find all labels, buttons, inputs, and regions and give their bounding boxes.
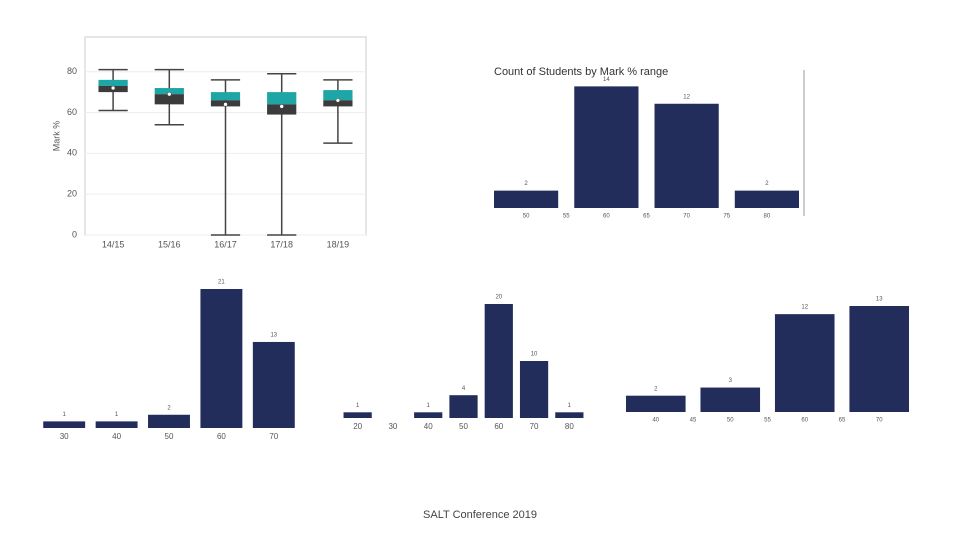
bar (200, 289, 243, 428)
value-label: 14 (603, 77, 610, 83)
x-tick-label: 65 (643, 214, 650, 220)
value-label: 12 (683, 94, 690, 100)
x-tick-label: 45 (690, 418, 697, 424)
bar (626, 395, 686, 412)
bar (734, 190, 799, 208)
box-lower (154, 94, 184, 105)
x-tick-label: 50 (459, 422, 468, 431)
box-upper (210, 92, 241, 101)
x-tick-label: 70 (876, 418, 883, 424)
x-tick-label: 30 (388, 422, 397, 431)
box-upper (267, 92, 297, 105)
x-tick-label: 50 (727, 418, 734, 424)
mean-marker (110, 85, 116, 91)
value-label: 3 (729, 378, 733, 384)
bar (519, 361, 549, 418)
x-tick-label: 55 (764, 418, 771, 424)
y-tick-label: 60 (67, 107, 77, 117)
mean-marker (279, 104, 284, 109)
value-label: 1 (427, 403, 431, 409)
x-tick-label: 70 (683, 214, 690, 220)
x-tick-label: 20 (353, 422, 362, 431)
chart-title: Count of Students by Mark % range (494, 66, 668, 78)
bar (484, 304, 513, 418)
x-tick-label: 60 (801, 418, 808, 424)
x-tick-label: 70 (530, 422, 539, 431)
value-label: 1 (115, 412, 119, 418)
y-tick-label: 40 (67, 148, 77, 158)
bar (449, 395, 478, 418)
box-upper (98, 79, 128, 86)
box-upper (323, 90, 353, 101)
x-tick-label: 70 (269, 432, 278, 441)
x-tick-label: 55 (563, 214, 570, 220)
value-label: 12 (801, 305, 808, 311)
bar (252, 341, 295, 428)
x-tick-label: 50 (165, 432, 174, 441)
value-label: 2 (765, 181, 769, 187)
bar (774, 314, 835, 412)
bar (95, 421, 138, 428)
x-tick-label: 15/16 (158, 239, 181, 249)
bar (343, 412, 372, 418)
bar (574, 86, 639, 208)
value-label: 10 (531, 352, 538, 358)
value-label: 4 (462, 386, 466, 392)
footer: SALT Conference 2019 (423, 509, 537, 521)
value-label: 2 (524, 181, 528, 187)
y-tick-label: 80 (67, 66, 77, 76)
x-tick-label: 75 (723, 214, 730, 220)
bar (555, 412, 584, 418)
x-tick-label: 18/19 (327, 239, 350, 249)
value-label: 2 (654, 386, 658, 392)
x-tick-label: 60 (603, 214, 610, 220)
x-tick-label: 40 (652, 418, 659, 424)
x-tick-label: 80 (764, 214, 771, 220)
x-tick-label: 30 (60, 432, 69, 441)
x-tick-label: 65 (839, 418, 846, 424)
x-tick-label: 60 (494, 422, 503, 431)
value-label: 20 (495, 295, 502, 301)
x-tick-label: 40 (424, 422, 433, 431)
bar (494, 190, 559, 208)
x-tick-label: 80 (565, 422, 574, 431)
value-label: 13 (876, 297, 883, 303)
y-tick-label: 0 (72, 229, 77, 239)
bar (43, 421, 86, 428)
value-label: 2 (167, 405, 171, 411)
mean-marker (167, 91, 172, 97)
bar (414, 412, 443, 418)
x-tick-label: 14/15 (102, 239, 125, 249)
value-label: 1 (356, 403, 360, 409)
x-tick-label: 60 (217, 432, 226, 441)
bar (700, 387, 761, 412)
mean-marker (335, 98, 341, 103)
bar (654, 103, 719, 208)
y-tick-label: 20 (67, 189, 77, 199)
bar (849, 306, 909, 412)
box-lower (267, 104, 297, 115)
value-label: 1 (568, 403, 572, 409)
box-upper (154, 88, 184, 95)
bar (148, 414, 190, 428)
value-label: 1 (63, 412, 67, 418)
value-label: 13 (270, 333, 277, 339)
x-tick-label: 40 (112, 432, 121, 441)
value-label: 21 (218, 280, 225, 286)
x-tick-label: 16/17 (214, 239, 237, 249)
x-tick-label: 17/18 (270, 239, 293, 249)
x-tick-label: 50 (523, 214, 530, 220)
mean-marker (223, 102, 228, 107)
y-axis-label: Mark % (51, 121, 61, 152)
box-lower (323, 100, 353, 107)
